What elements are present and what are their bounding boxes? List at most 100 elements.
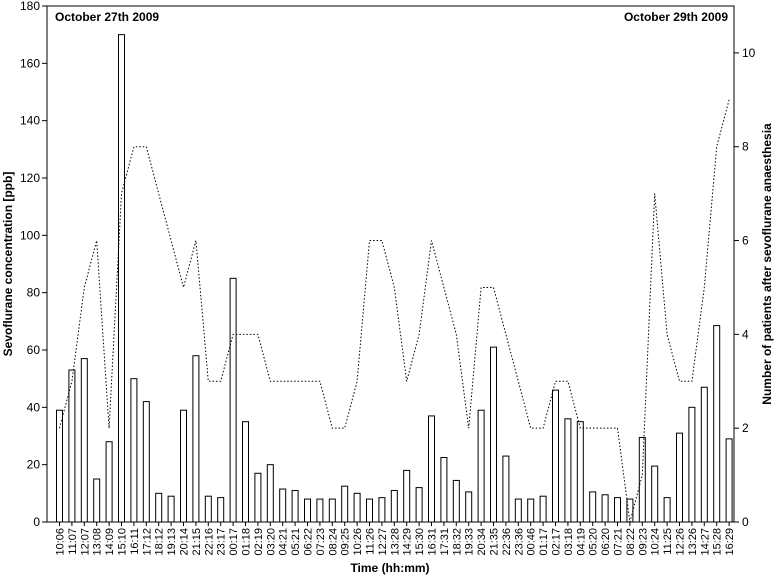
y-tick-label: 20 — [27, 458, 41, 472]
bar — [477, 409, 485, 523]
x-tick-label: 20:34 — [476, 528, 488, 556]
x-tick-label: 16:11 — [129, 528, 141, 555]
y2-tick-label: 4 — [742, 327, 749, 341]
bar — [229, 277, 237, 523]
y2-tick-label: 2 — [742, 421, 749, 435]
x-tick-label: 23:17 — [216, 528, 228, 556]
bar — [527, 498, 535, 523]
x-tick-label: 10:06 — [55, 528, 67, 556]
bar — [118, 34, 125, 523]
bar — [105, 441, 113, 523]
x-tick-label: 14:29 — [402, 528, 414, 556]
x-tick-label: 13:08 — [92, 528, 104, 556]
x-tick-label: 16:29 — [724, 528, 736, 556]
bar — [192, 355, 200, 523]
bar — [465, 491, 473, 523]
x-tick-label: 19:13 — [166, 528, 178, 556]
patients-line — [59, 99, 730, 523]
x-tick-label: 03:18 — [563, 528, 575, 556]
bar — [366, 498, 373, 523]
bar — [614, 497, 621, 523]
x-tick-label: 08:24 — [327, 528, 339, 556]
bar — [651, 465, 659, 523]
y-axis-title: Sevoflurane concentration [ppb] — [1, 172, 15, 357]
y-tick-label: 120 — [20, 171, 40, 185]
bar — [68, 369, 76, 523]
x-tick-label: 07:23 — [315, 528, 327, 556]
x-tick-label: 16:31 — [427, 528, 439, 556]
x-tick-label: 22:16 — [203, 528, 215, 556]
bar — [390, 489, 398, 523]
x-tick-label: 13:26 — [687, 528, 699, 556]
x-tick-label: 00:46 — [526, 528, 538, 556]
bar — [638, 436, 646, 523]
bar — [428, 415, 435, 523]
bar — [93, 478, 101, 523]
bar — [142, 401, 150, 523]
x-tick-label: 02:17 — [551, 528, 563, 556]
bar — [328, 498, 336, 523]
x-tick-label: 12:26 — [675, 528, 687, 556]
x-tick-label: 06:20 — [600, 528, 612, 556]
bar — [378, 497, 386, 523]
x-tick-label: 12:07 — [79, 528, 91, 556]
x-tick-label: 14:09 — [104, 528, 116, 556]
bar — [353, 492, 361, 523]
x-tick-label: 20:14 — [179, 528, 191, 556]
bar — [204, 495, 212, 523]
x-tick-label: 18:32 — [451, 528, 463, 556]
date-label-right: October 29th 2009 — [624, 10, 728, 24]
y-tick-label: 60 — [27, 343, 41, 357]
y2-axis-title: Number of patients after sevoflurane ana… — [760, 123, 774, 405]
bar — [415, 487, 423, 523]
bar — [452, 479, 460, 523]
bar — [80, 358, 88, 523]
x-tick-label: 14:27 — [699, 528, 711, 556]
plot-frame — [46, 5, 735, 523]
bar — [576, 421, 584, 523]
bar — [130, 378, 138, 523]
x-tick-label: 21:35 — [489, 528, 501, 556]
date-label-left: October 27th 2009 — [55, 10, 159, 24]
y-tick-label: 160 — [20, 56, 40, 70]
bar — [676, 432, 683, 523]
x-tick-label: 23:36 — [513, 528, 525, 556]
x-tick-label: 18:12 — [154, 528, 166, 556]
x-tick-label: 15:30 — [414, 528, 426, 556]
bar — [552, 389, 559, 523]
x-tick-label: 09:23 — [637, 528, 649, 556]
x-tick-label: 03:20 — [265, 528, 277, 556]
right-axis: 0 2 4 6 8 10 — [734, 46, 756, 529]
bar — [539, 495, 547, 523]
bar — [167, 495, 175, 523]
x-tick-label: 02:19 — [253, 528, 265, 556]
bar — [713, 325, 721, 523]
x-tick-label: 11:07 — [67, 528, 79, 555]
bar — [155, 492, 163, 523]
y-tick-label: 180 — [20, 0, 40, 13]
bar — [688, 406, 696, 523]
bar — [564, 418, 572, 523]
x-tick-label: 04:21 — [278, 528, 290, 556]
y-tick-label: 140 — [20, 114, 40, 128]
x-tick-label: 08:22 — [625, 528, 637, 556]
x-axis-title: Time (hh:mm) — [350, 561, 429, 575]
x-tick-label: 09:25 — [340, 528, 352, 556]
bar — [601, 494, 609, 523]
x-tick-label: 05:20 — [588, 528, 600, 556]
x-axis: 10:06 11:07 12:07 13:08 14:09 15:10 16:11 17:12… — [55, 522, 736, 556]
bar — [242, 421, 249, 523]
x-tick-label: 01:18 — [241, 528, 253, 556]
x-tick-label: 17:31 — [439, 528, 451, 556]
y-tick-label: 100 — [20, 228, 40, 242]
bar — [700, 386, 708, 523]
bar — [316, 498, 324, 523]
x-tick-label: 06:22 — [303, 528, 315, 556]
x-tick-label: 21:15 — [191, 528, 203, 556]
bar — [589, 491, 597, 523]
plot-area — [46, 5, 735, 523]
x-tick-label: 11:26 — [365, 528, 377, 555]
y-tick-label: 40 — [27, 400, 41, 414]
bar — [490, 346, 497, 523]
bar — [291, 489, 299, 523]
